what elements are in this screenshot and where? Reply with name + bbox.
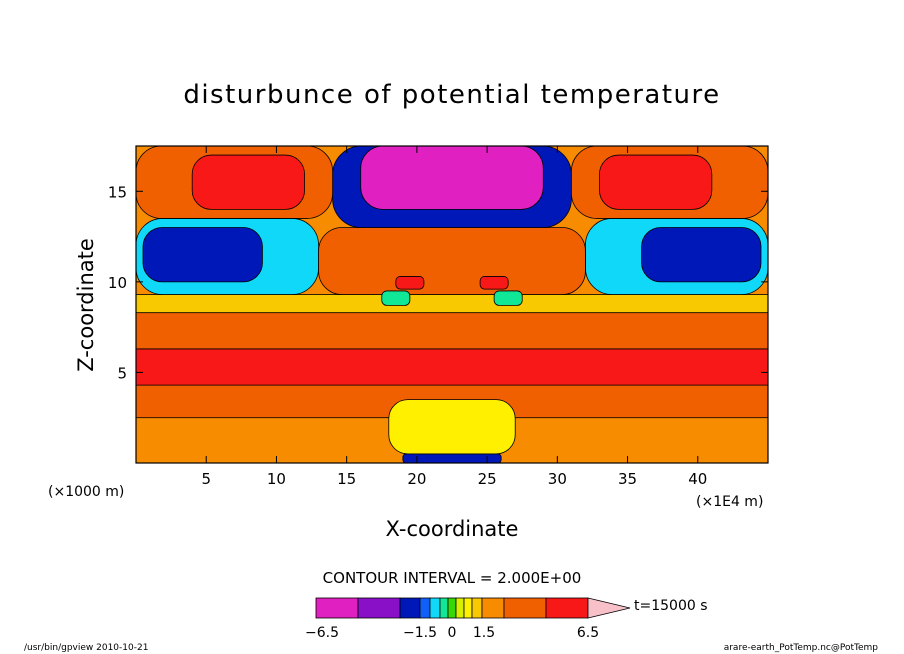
- contour-region: [136, 312, 768, 350]
- contour-region: [191, 154, 305, 210]
- contour-region: [318, 227, 586, 295]
- colorbar-labels: −6.5 −1.5 0 1.5 6.5: [305, 625, 599, 641]
- y-tick-label: 15: [108, 183, 127, 201]
- x-tick-label: 20: [407, 470, 426, 488]
- colorbar-swatch: [455, 597, 465, 619]
- contour-region: [479, 276, 509, 290]
- x-tick-label: 10: [267, 470, 286, 488]
- contour-interval-label: CONTOUR INTERVAL = 2.000E+00: [323, 569, 582, 587]
- plot-frame: [135, 145, 769, 464]
- x-tick-label: 15: [337, 470, 356, 488]
- colorbar-swatch: [419, 597, 431, 619]
- colorbar-label: 6.5: [577, 625, 599, 641]
- contour-region: [360, 146, 544, 210]
- y-axis-ticks: 5 10 15: [108, 183, 768, 382]
- colorbar-swatch: [399, 597, 421, 619]
- colorbar-label: −1.5: [403, 625, 437, 641]
- colorbar-swatch: [503, 597, 547, 619]
- colorbar-swatch: [463, 597, 473, 619]
- colorbar-swatch: [429, 597, 441, 619]
- footer-left: /usr/bin/gpview 2010-10-21: [24, 643, 148, 653]
- colorbar: [315, 597, 631, 619]
- y-tick-label: 5: [117, 364, 127, 382]
- colorbar-swatch: [545, 597, 589, 619]
- y-tick-label: 10: [108, 274, 127, 292]
- contour-region: [395, 276, 425, 290]
- colorbar-extension: [587, 597, 631, 619]
- contour-region: [388, 399, 516, 455]
- contour-region: [599, 154, 713, 210]
- chart-title: disturbunce of potential temperature: [183, 80, 720, 110]
- x-axis-label: X-coordinate: [386, 517, 519, 541]
- colorbar-swatch: [439, 597, 449, 619]
- contour-region: [493, 290, 523, 306]
- x-unit-label: (×1000 m): [48, 484, 124, 500]
- contour-field: [136, 146, 768, 463]
- x-scale-note: (×1E4 m): [696, 494, 763, 510]
- colorbar-label: 0: [448, 625, 457, 641]
- time-label: t=15000 s: [634, 598, 708, 614]
- x-tick-label: 35: [618, 470, 637, 488]
- colorbar-swatch: [315, 597, 359, 619]
- footer-right: arare-earth_PotTemp.nc@PotTemp: [724, 643, 879, 653]
- contour-region: [381, 290, 411, 306]
- y-axis-label: Z-coordinate: [74, 238, 98, 372]
- contour-region: [142, 227, 263, 283]
- x-tick-label: 5: [201, 470, 211, 488]
- x-tick-label: 25: [478, 470, 497, 488]
- contour-region: [641, 227, 762, 283]
- colorbar-swatch: [447, 597, 457, 619]
- x-tick-label: 40: [688, 470, 707, 488]
- contour-region: [136, 294, 768, 314]
- contour-region: [402, 453, 502, 463]
- x-tick-label: 30: [548, 470, 567, 488]
- colorbar-swatch: [357, 597, 401, 619]
- colorbar-swatch: [481, 597, 505, 619]
- colorbar-label: −6.5: [305, 625, 339, 641]
- contour-region: [136, 348, 768, 386]
- colorbar-label: 1.5: [473, 625, 495, 641]
- x-axis-ticks: 5 10 15 20 25 30 35 40: [201, 146, 707, 488]
- colorbar-swatch: [471, 597, 483, 619]
